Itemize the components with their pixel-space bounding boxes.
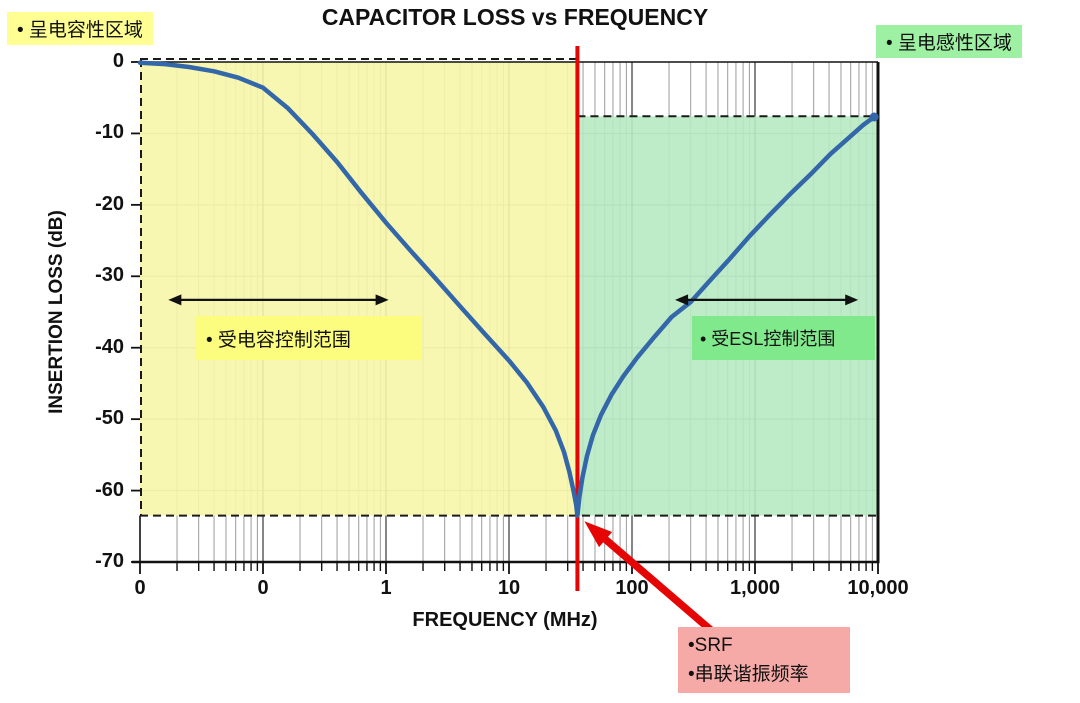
y-tick-label: -60 <box>95 478 124 501</box>
loss-curve <box>137 60 877 518</box>
capacitive-region <box>140 62 578 516</box>
inductive-region-tag: • 呈电感性区域 <box>876 25 1022 58</box>
x-tick-label: 0 <box>134 577 146 599</box>
x-tick-label: 100 <box>615 577 649 599</box>
y-tick-label: -30 <box>95 264 124 287</box>
x-axis-title: FREQUENCY (MHz) <box>412 609 598 631</box>
y-tick-label: 0 <box>112 50 124 72</box>
y-tick-label: -50 <box>95 407 124 430</box>
y-tick-label: -10 <box>95 121 124 144</box>
esl-range-label: • 受ESL控制范围 <box>692 316 875 360</box>
arrowhead-left <box>675 294 689 306</box>
y-tick-label: -40 <box>95 335 124 358</box>
srf-pointer-shaft <box>600 534 726 644</box>
srf-pointer-head <box>584 521 613 548</box>
x-tick-label: 10 <box>497 577 521 599</box>
arrowhead-right <box>375 294 389 306</box>
x-tick-label: 0 <box>257 577 269 599</box>
capacitance-range-label: • 受电容控制范围 <box>196 316 422 360</box>
y-tick-label: -70 <box>95 550 124 572</box>
y-axis-title: INSERTION LOSS (dB) <box>46 210 67 414</box>
arrowhead-left <box>168 294 182 306</box>
x-tick-label: 1,000 <box>729 577 781 599</box>
srf-callout-line1: •SRF <box>688 635 733 656</box>
inductive-region <box>577 116 878 516</box>
srf-callout-line2: •串联谐振频率 <box>688 664 809 685</box>
x-tick-label: 10,000 <box>847 577 909 599</box>
capacitive-region-tag: • 呈电容性区域 <box>7 12 153 45</box>
y-tick-label: -20 <box>95 192 124 215</box>
chart-title: CAPACITOR LOSS vs FREQUENCY <box>321 4 709 30</box>
curve-end-dot <box>869 112 879 122</box>
arrowhead-right <box>845 294 859 306</box>
srf-callout-box: •SRF •串联谐振频率 <box>678 627 850 693</box>
x-tick-label: 1 <box>380 577 392 599</box>
